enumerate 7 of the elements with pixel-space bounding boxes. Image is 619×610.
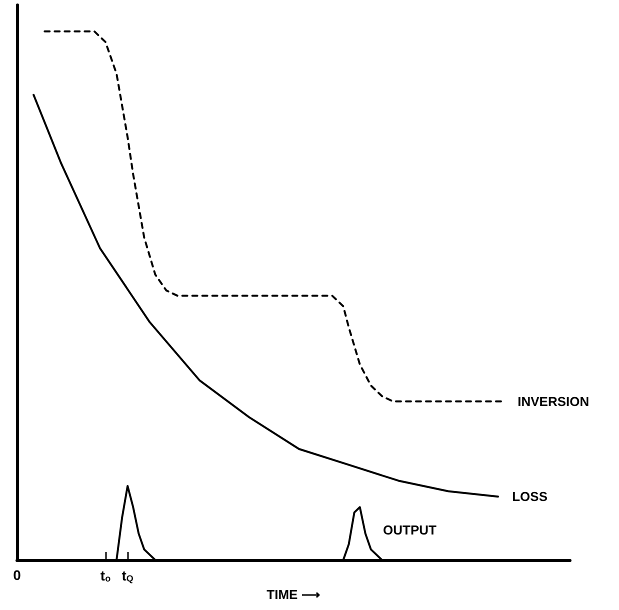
x-tick-label: to	[100, 568, 112, 584]
series-label: LOSS	[512, 489, 548, 504]
x-axis-title: TIME ⟶	[266, 587, 320, 602]
series-label: INVERSION	[518, 394, 590, 409]
x-tick-label: tQ	[122, 568, 134, 584]
series-label: OUTPUT	[383, 522, 437, 538]
x-tick-label: 0	[13, 567, 22, 583]
